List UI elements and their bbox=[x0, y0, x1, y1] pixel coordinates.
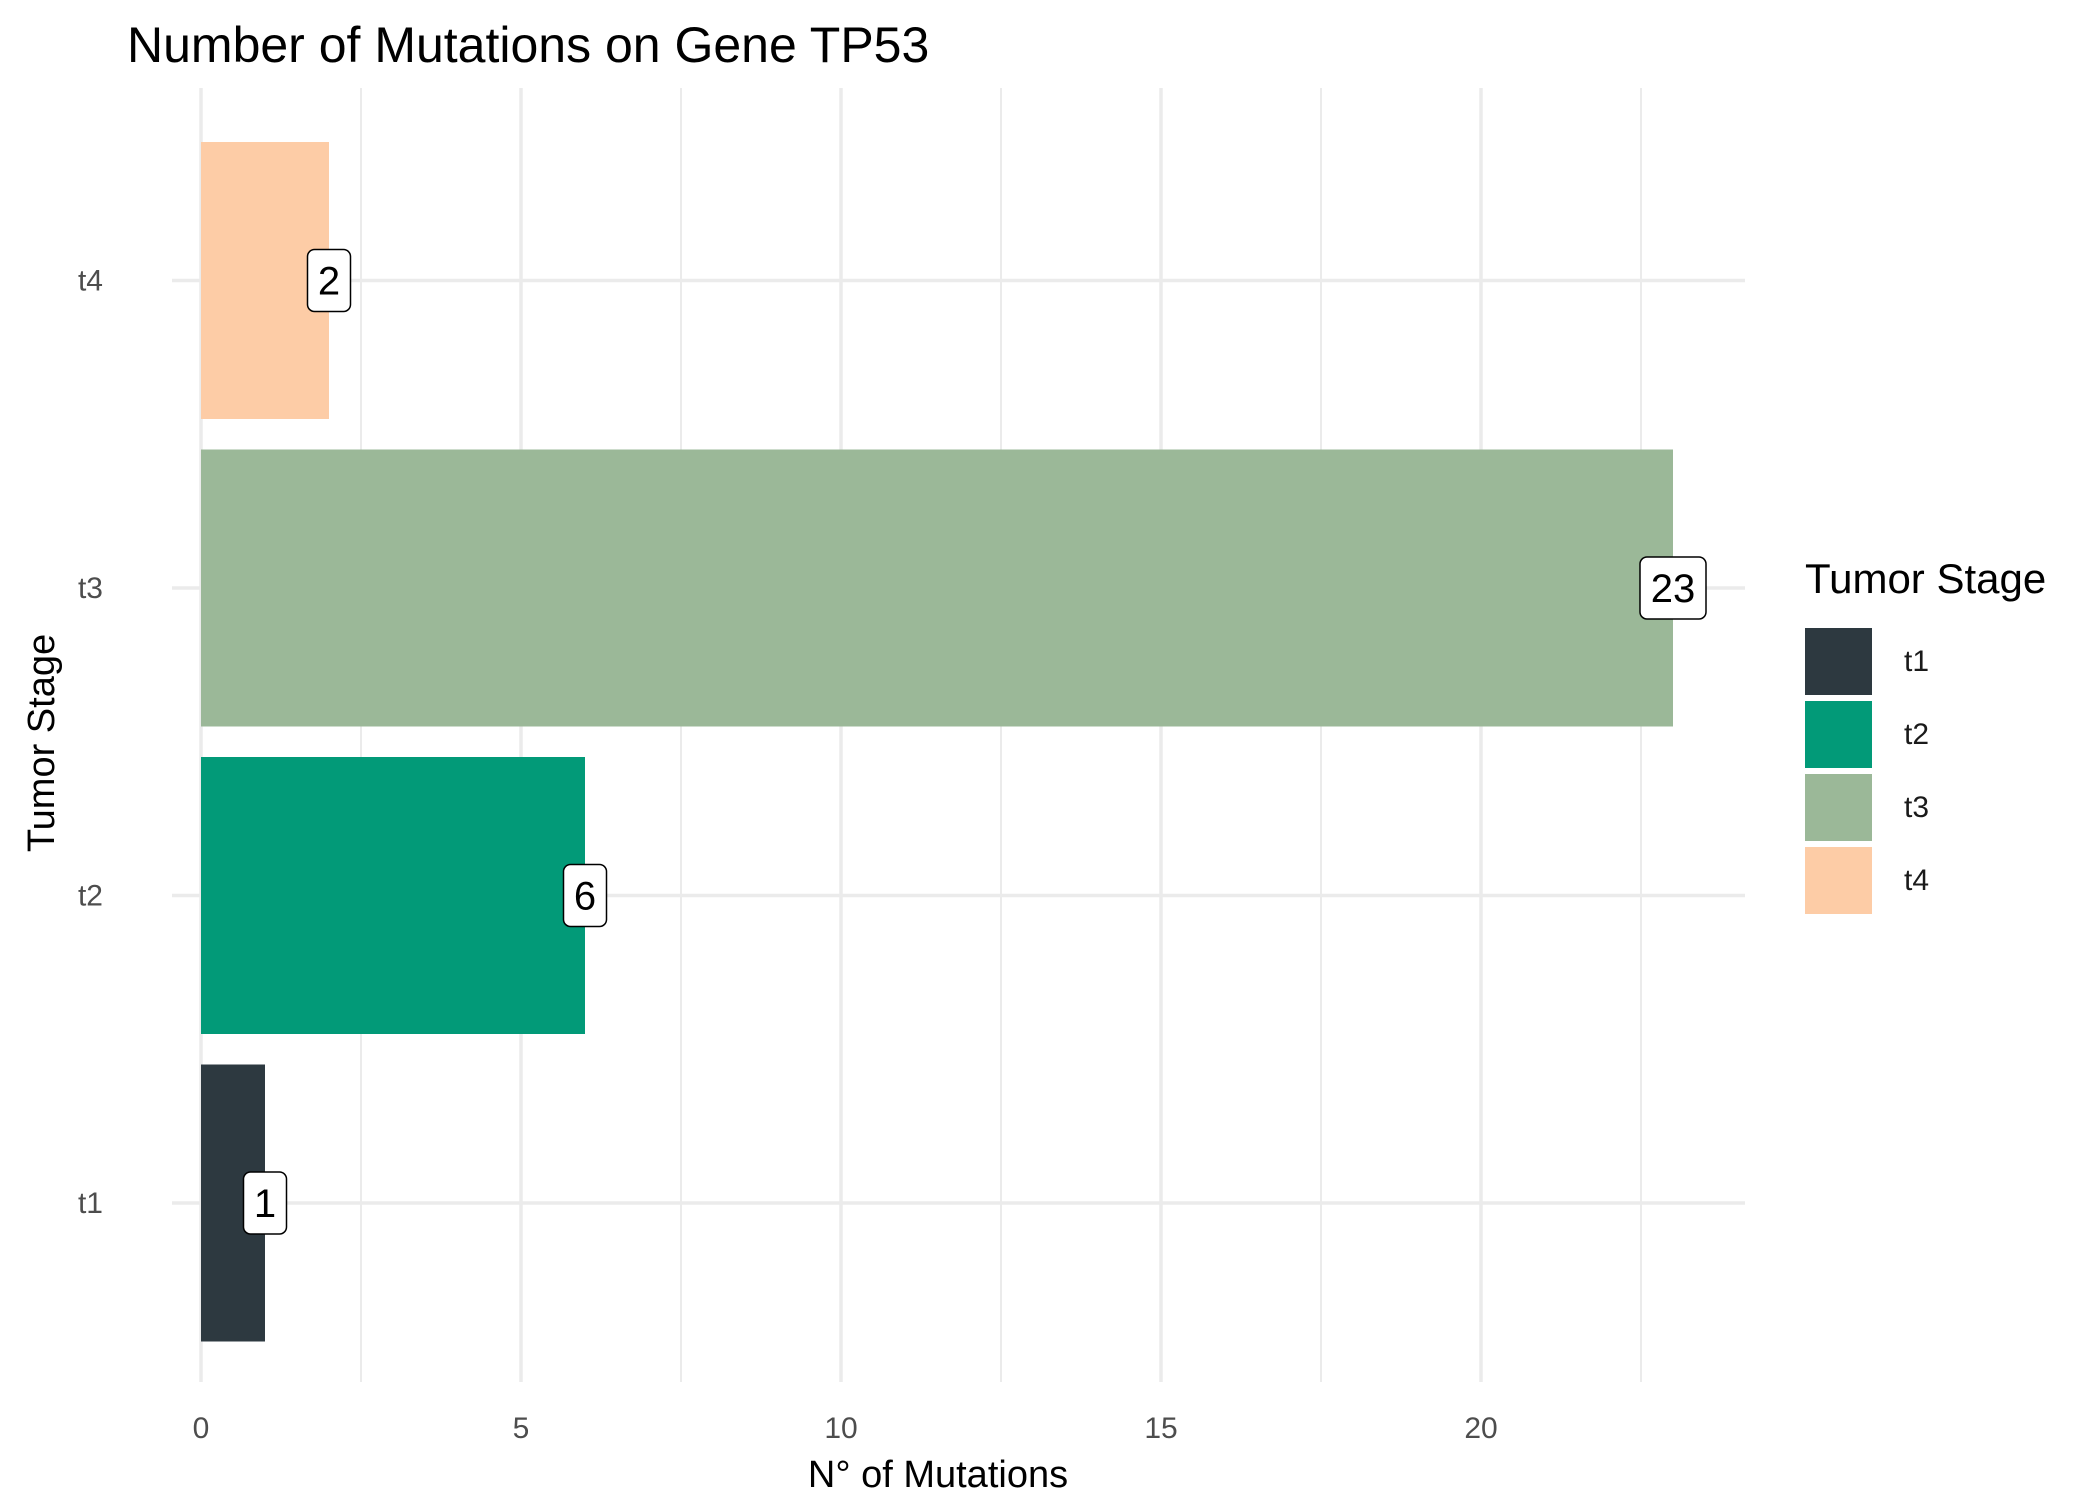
data-labels: 1 6 23 2 bbox=[242, 248, 1707, 1235]
x-tick-label: 15 bbox=[1144, 1412, 1177, 1445]
x-tick-label: 20 bbox=[1464, 1412, 1497, 1445]
data-label-box bbox=[306, 248, 352, 313]
y-tick-label-t3: t3 bbox=[78, 572, 103, 605]
legend-label: t3 bbox=[1904, 790, 1930, 824]
legend-label: t4 bbox=[1904, 863, 1930, 897]
legend-swatch bbox=[1805, 774, 1872, 841]
legend-swatch bbox=[1805, 847, 1872, 914]
legend-item-t2: t2 bbox=[1805, 698, 2046, 771]
legend-swatch bbox=[1805, 701, 1872, 768]
x-tick-label: 10 bbox=[824, 1412, 857, 1445]
y-axis-ticks: t1 t2 t3 t4 bbox=[78, 265, 103, 1221]
data-label-t4: 2 bbox=[306, 248, 352, 313]
legend-item-t4: t4 bbox=[1805, 844, 2046, 917]
data-label-text: 2 bbox=[318, 260, 340, 304]
legend-label: t2 bbox=[1904, 717, 1930, 751]
data-label-box bbox=[242, 1171, 288, 1235]
y-tick-label-t1: t1 bbox=[78, 1187, 103, 1220]
legend: Tumor Stage t1 t2 t3 t4 bbox=[1805, 555, 2046, 917]
x-axis-ticks: 0 5 10 15 20 bbox=[193, 1412, 1498, 1445]
grid-lines bbox=[172, 88, 1745, 1382]
data-label-t1: 1 bbox=[242, 1171, 288, 1235]
data-label-box bbox=[1639, 556, 1707, 620]
legend-swatch bbox=[1805, 628, 1872, 695]
legend-title: Tumor Stage bbox=[1805, 555, 2047, 602]
data-label-t2: 6 bbox=[562, 863, 608, 928]
data-label-text: 1 bbox=[254, 1182, 276, 1226]
bar-t3 bbox=[201, 449, 1673, 727]
legend-items: t1 t2 t3 t4 bbox=[1805, 625, 2046, 917]
y-tick-label-t4: t4 bbox=[78, 265, 103, 298]
y-axis-title: Tumor Stage bbox=[21, 634, 63, 852]
data-label-text: 6 bbox=[574, 875, 596, 919]
data-label-text: 23 bbox=[1651, 567, 1696, 611]
legend-item-t3: t3 bbox=[1805, 771, 2046, 844]
chart-title: Number of Mutations on Gene TP53 bbox=[127, 17, 930, 73]
x-tick-label: 5 bbox=[513, 1412, 530, 1445]
x-tick-label: 0 bbox=[193, 1412, 210, 1445]
bar-t2 bbox=[201, 757, 585, 1034]
y-tick-label-t2: t2 bbox=[78, 880, 103, 913]
bars bbox=[201, 142, 1673, 1342]
data-label-box bbox=[562, 863, 608, 928]
legend-item-t1: t1 bbox=[1805, 625, 2046, 698]
x-axis-title: N° of Mutations bbox=[808, 1454, 1068, 1496]
data-label-t3: 23 bbox=[1639, 556, 1707, 620]
legend-label: t1 bbox=[1904, 644, 1930, 678]
